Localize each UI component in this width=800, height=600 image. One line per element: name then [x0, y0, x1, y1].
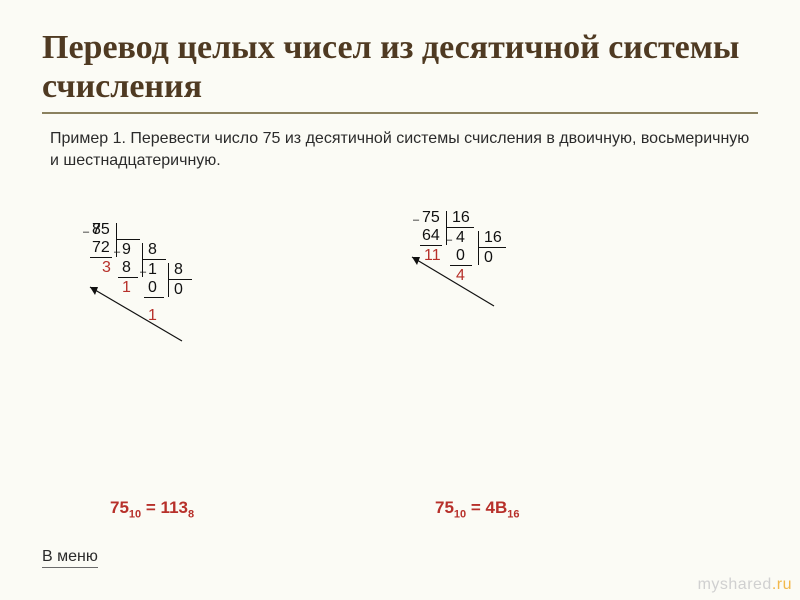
oct-sub0: 72 [92, 239, 110, 257]
hex-q0: 4 [456, 229, 465, 247]
hex-result: 7510 = 4B16 [435, 498, 520, 520]
hex-dividend: 75 [422, 209, 440, 227]
oct-div1: 8 [148, 241, 157, 259]
hex-division: – 75 16 64 11 – 4 16 0 0 4 [422, 209, 622, 369]
hex-div1: 16 [484, 229, 502, 247]
oct-rem0: 3 [102, 259, 111, 277]
oct-q1: 1 [148, 261, 157, 279]
oct-div2: 8 [174, 261, 183, 279]
hex-sub0: 64 [422, 227, 440, 245]
calculations-area: – 75 8 72 3 – 9 8 8 1 – 1 8 0 0 1 [42, 201, 758, 441]
page-title: Перевод целых чисел из десятичной систем… [42, 28, 758, 114]
octal-division: – 75 8 72 3 – 9 8 8 1 – 1 8 0 0 1 [92, 221, 292, 401]
watermark: myshared.ru [698, 576, 792, 594]
example-description: Пример 1. Перевести число 75 из десятичн… [50, 128, 758, 171]
octal-result: 7510 = 1138 [110, 498, 194, 520]
oct-q0: 9 [122, 241, 131, 259]
menu-link[interactable]: В меню [42, 548, 98, 568]
hex-div0: 16 [452, 209, 470, 227]
hex-arrow [404, 251, 504, 316]
oct-sub1: 8 [122, 259, 131, 277]
octal-arrow [82, 281, 192, 351]
oct-div0: 8 [92, 221, 101, 239]
